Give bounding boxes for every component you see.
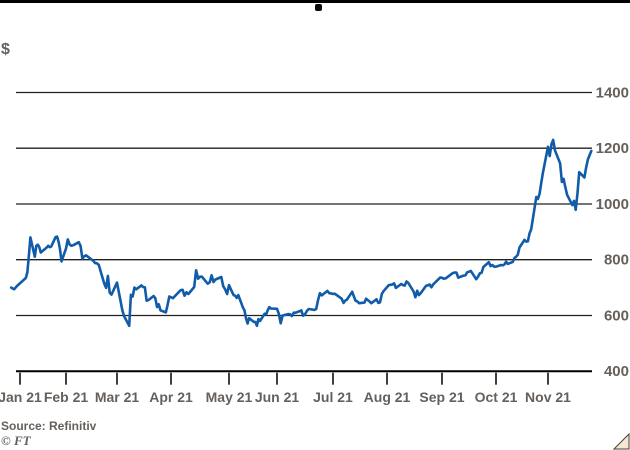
x-tick-label-Jan-21: Jan 21 xyxy=(0,389,42,405)
y-tick-label-800: 800 xyxy=(604,252,629,269)
x-tick-label-Sep-21: Sep 21 xyxy=(419,389,464,405)
x-tick-label-May-21: May 21 xyxy=(206,389,253,405)
x-tick-label-Apr-21: Apr 21 xyxy=(149,389,193,405)
y-tick-label-400: 400 xyxy=(604,363,629,380)
x-tick-label-Aug-21: Aug 21 xyxy=(364,389,411,405)
price-line-series xyxy=(9,138,593,328)
x-tick-label-Jun-21: Jun 21 xyxy=(255,389,300,405)
top-marker-dot xyxy=(315,4,322,11)
chart-top-rule xyxy=(0,0,630,3)
x-tick-label-Jul-21: Jul 21 xyxy=(313,389,353,405)
x-tick-label-Mar-21: Mar 21 xyxy=(95,389,140,405)
ft-credit-label: © FT xyxy=(1,433,31,448)
y-tick-label-1000: 1000 xyxy=(596,196,629,213)
x-tick-label-Oct-21: Oct 21 xyxy=(475,389,518,405)
y-tick-label-1200: 1200 xyxy=(596,140,629,157)
corner-fold-icon xyxy=(612,432,630,450)
x-tick-label-Nov-21: Nov 21 xyxy=(525,389,571,405)
source-label: Source: Refinitiv xyxy=(1,419,97,433)
y-axis-unit-label: $ xyxy=(1,41,10,58)
y-tick-label-600: 600 xyxy=(604,308,629,325)
x-tick-label-Feb-21: Feb 21 xyxy=(44,389,89,405)
y-tick-label-1400: 1400 xyxy=(596,85,629,102)
